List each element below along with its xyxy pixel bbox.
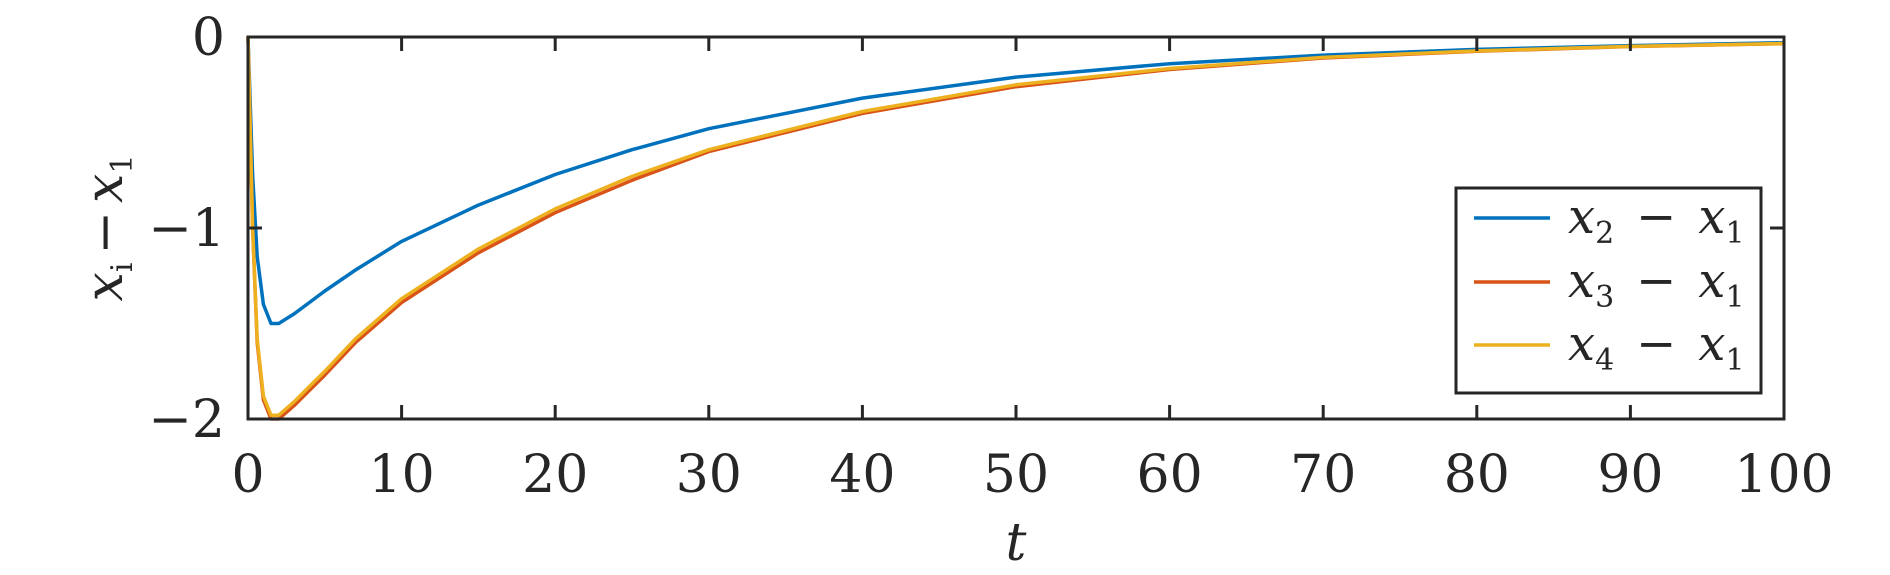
x-tick-label: 70 bbox=[1290, 445, 1356, 505]
y-label-base: x bbox=[75, 272, 135, 301]
y-label-op: − bbox=[75, 211, 135, 255]
x-tick-label: 60 bbox=[1137, 445, 1203, 505]
x-tick-label: 100 bbox=[1734, 445, 1833, 505]
svg-text:x4−x1: x4− x1 bbox=[1568, 316, 1745, 378]
y-tick-label: −1 bbox=[148, 199, 225, 259]
y-tick-label: −2 bbox=[148, 390, 225, 450]
y-label-sub: i bbox=[105, 263, 140, 273]
x-tick-label: 20 bbox=[522, 445, 588, 505]
series-lines bbox=[246, 36, 1785, 421]
legend-entry-x2-x1: x2− x1 bbox=[1474, 189, 1745, 251]
x-tick-label: 10 bbox=[369, 445, 435, 505]
x-tick-label: 0 bbox=[231, 445, 264, 505]
x-tick-label: 80 bbox=[1444, 445, 1510, 505]
x-axis-label: t bbox=[1006, 513, 1027, 573]
legend: x2− x1 x3− x1 x4− x1 bbox=[1454, 186, 1763, 395]
x-tick-labels: 0 10 20 30 40 50 60 70 80 90 100 bbox=[231, 445, 1833, 505]
legend-entry-x3-x1: x3− x1 bbox=[1474, 253, 1745, 315]
legend-box bbox=[1454, 186, 1763, 395]
legend-entry-x4-x1: x4− x1 bbox=[1474, 316, 1745, 378]
x-tick-label: 40 bbox=[829, 445, 895, 505]
x-tick-label: 50 bbox=[983, 445, 1049, 505]
y-label-sub2: 1 bbox=[105, 155, 140, 174]
y-label-base2: x bbox=[75, 174, 135, 203]
x-tick-label: 90 bbox=[1597, 445, 1663, 505]
y-tick-labels: 0 −1 −2 bbox=[148, 8, 225, 450]
series-line-2-minus-1 bbox=[246, 36, 1785, 326]
x-tick-label: 30 bbox=[676, 445, 742, 505]
axis-ticks bbox=[246, 35, 1786, 421]
series-line-4-minus-1 bbox=[246, 36, 1785, 417]
y-tick-label: 0 bbox=[192, 8, 225, 68]
y-axis-label: xi−x1 bbox=[75, 155, 140, 302]
svg-text:x2−x1: x2− x1 bbox=[1568, 189, 1745, 251]
svg-text:x3−x1: x3− x1 bbox=[1568, 253, 1745, 315]
svg-text:xi−x1: xi−x1 bbox=[75, 155, 140, 302]
